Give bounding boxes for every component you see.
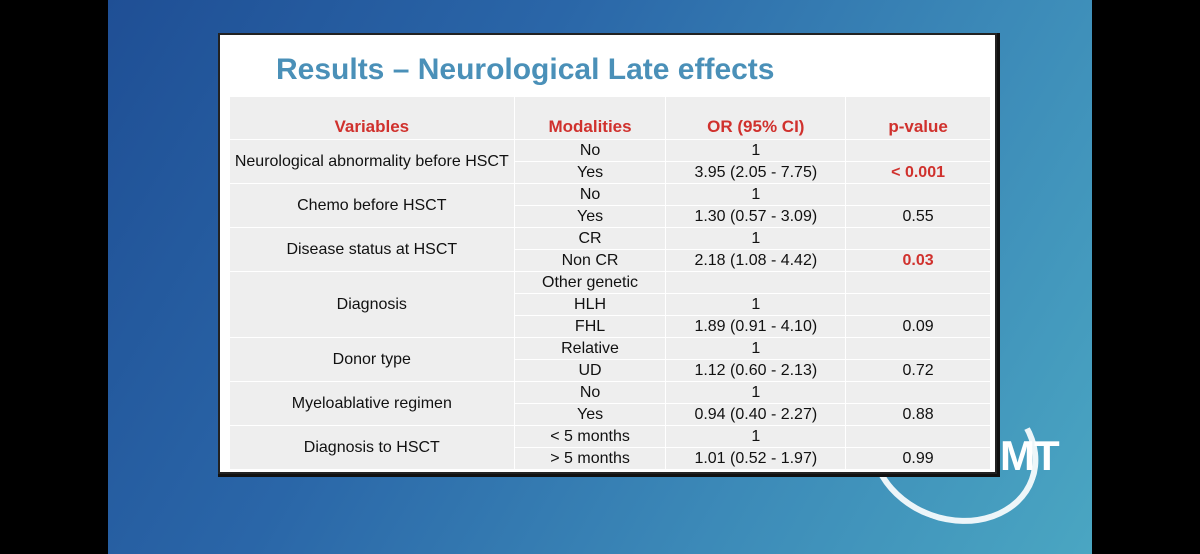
- modality-cell: No: [513, 139, 667, 162]
- table-row: UD 1.12 (0.60 - 2.13) 0.72: [230, 359, 991, 382]
- odds-ratio-cell: 1: [665, 183, 847, 206]
- header-variables: Variables: [229, 96, 515, 140]
- results-table: Variables Modalities OR (95% CI) p-value…: [229, 96, 991, 470]
- slide-title: Results – Neurological Late effects: [276, 53, 775, 86]
- p-value-cell: 0.99: [845, 447, 991, 470]
- odds-ratio-cell: 0.94 (0.40 - 2.27): [665, 403, 847, 426]
- header-modalities: Modalities: [513, 96, 667, 140]
- table-header-row: Variables Modalities OR (95% CI) p-value: [229, 96, 991, 140]
- p-value-cell: [845, 381, 991, 404]
- p-value-cell: [845, 425, 991, 448]
- table-row: Neurological abnormality before HSCT No 1: [229, 139, 991, 184]
- table-row: Disease status at HSCT CR 1: [229, 227, 991, 272]
- header-or: OR (95% CI): [665, 96, 847, 140]
- modality-cell: HLH: [513, 293, 667, 316]
- modality-cell: > 5 months: [513, 447, 667, 470]
- odds-ratio-cell: 1: [665, 337, 847, 360]
- p-value-cell: [845, 139, 991, 162]
- p-value-cell: [845, 227, 991, 250]
- modality-cell: FHL: [513, 315, 667, 338]
- variable-cell: Myeloablative regimen: [229, 381, 515, 426]
- odds-ratio-cell: 1: [665, 139, 847, 162]
- table-row: > 5 months 1.01 (0.52 - 1.97) 0.99: [230, 447, 991, 470]
- p-value-cell: 0.03: [845, 249, 991, 272]
- logo-text: MT: [1000, 432, 1060, 479]
- odds-ratio-cell: 1.89 (0.91 - 4.10): [665, 315, 847, 338]
- odds-ratio-cell: [665, 271, 847, 294]
- header-p-value: p-value: [845, 96, 991, 140]
- modality-cell: < 5 months: [513, 425, 667, 448]
- p-value-cell: [845, 337, 991, 360]
- p-value-cell: 0.72: [845, 359, 991, 382]
- table-body: Neurological abnormality before HSCT No 1 Y…: [229, 139, 991, 470]
- variable-cell: Donor type: [229, 337, 515, 382]
- variable-cell: Disease status at HSCT: [229, 227, 515, 272]
- modality-cell: Other genetic: [513, 271, 667, 294]
- p-value-cell: 0.55: [845, 205, 991, 228]
- p-value-cell: < 0.001: [845, 161, 991, 184]
- p-value-cell: [845, 183, 991, 206]
- modality-cell: Yes: [513, 161, 667, 184]
- p-value-cell: 0.88: [845, 403, 991, 426]
- odds-ratio-cell: 1: [665, 381, 847, 404]
- table-row: Yes 3.95 (2.05 - 7.75) < 0.001: [230, 161, 991, 184]
- variable-cell: Chemo before HSCT: [229, 183, 515, 228]
- variable-cell: Neurological abnormality before HSCT: [229, 139, 515, 184]
- slide: Results – Neurological Late effects Vari…: [218, 33, 1000, 477]
- variable-cell: Diagnosis: [229, 271, 515, 338]
- odds-ratio-cell: 1: [665, 293, 847, 316]
- table-row: Non CR 2.18 (1.08 - 4.42) 0.03: [230, 249, 991, 272]
- odds-ratio-cell: 1.12 (0.60 - 2.13): [665, 359, 847, 382]
- odds-ratio-cell: 3.95 (2.05 - 7.75): [665, 161, 847, 184]
- table-row: Donor type Relative 1: [229, 337, 991, 382]
- variable-cell: Diagnosis to HSCT: [229, 425, 515, 470]
- table-row: FHL 1.89 (0.91 - 4.10) 0.09: [230, 315, 991, 338]
- table-row: Yes 1.30 (0.57 - 3.09) 0.55: [230, 205, 991, 228]
- modality-cell: UD: [513, 359, 667, 382]
- table-row: Diagnosis to HSCT < 5 months 1: [229, 425, 991, 470]
- modality-cell: Relative: [513, 337, 667, 360]
- odds-ratio-cell: 1.30 (0.57 - 3.09): [665, 205, 847, 228]
- table-row: Diagnosis Other genetic: [229, 271, 991, 338]
- odds-ratio-cell: 2.18 (1.08 - 4.42): [665, 249, 847, 272]
- modality-cell: Non CR: [513, 249, 667, 272]
- odds-ratio-cell: 1.01 (0.52 - 1.97): [665, 447, 847, 470]
- modality-cell: CR: [513, 227, 667, 250]
- p-value-cell: 0.09: [845, 315, 991, 338]
- modality-cell: No: [513, 183, 667, 206]
- table-row: Chemo before HSCT No 1: [229, 183, 991, 228]
- table-row: Myeloablative regimen No 1: [229, 381, 991, 426]
- odds-ratio-cell: 1: [665, 227, 847, 250]
- odds-ratio-cell: 1: [665, 425, 847, 448]
- p-value-cell: [845, 271, 991, 294]
- modality-cell: No: [513, 381, 667, 404]
- modality-cell: Yes: [513, 403, 667, 426]
- p-value-cell: [845, 293, 991, 316]
- modality-cell: Yes: [513, 205, 667, 228]
